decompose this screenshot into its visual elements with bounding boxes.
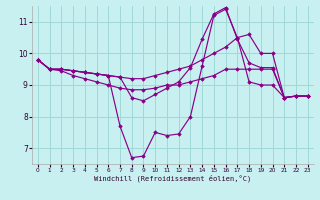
X-axis label: Windchill (Refroidissement éolien,°C): Windchill (Refroidissement éolien,°C) [94,175,252,182]
